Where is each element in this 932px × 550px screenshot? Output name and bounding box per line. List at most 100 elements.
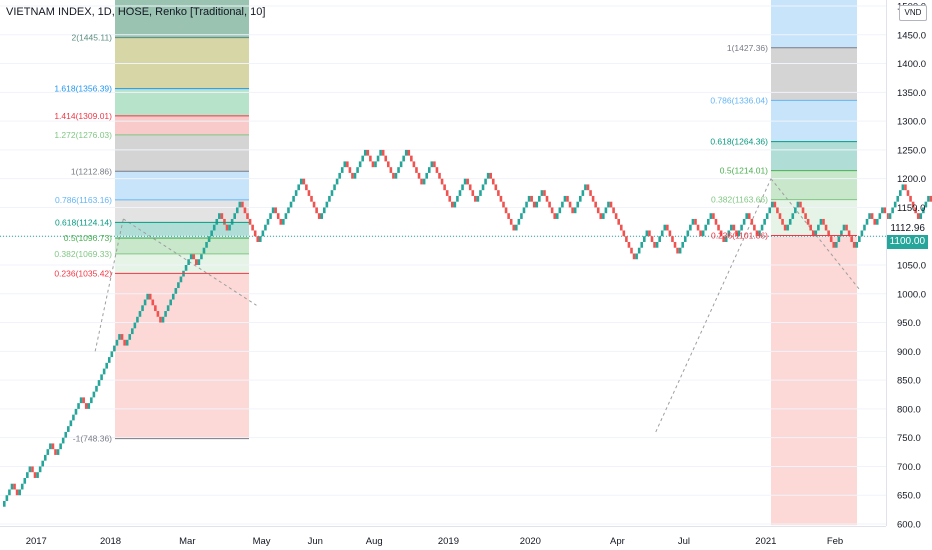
renko-brick-up xyxy=(18,489,21,496)
renko-brick-up xyxy=(100,374,103,381)
price-tick-label: 1400.0 xyxy=(897,59,926,70)
price-tick-label: 850.0 xyxy=(897,376,921,387)
currency-unit-badge[interactable]: VND xyxy=(899,5,927,21)
renko-brick-up xyxy=(855,241,859,248)
fib-left-zone xyxy=(115,273,249,439)
time-axis[interactable]: 2017 2018 Mar May Jun Aug 2019 2020 Apr Jul 2021 Fe… xyxy=(26,536,843,547)
renko-brick-down xyxy=(622,230,626,237)
renko-brick-up xyxy=(788,218,792,225)
fib-left-level-label: 0.236(1035.42) xyxy=(54,268,112,278)
renko-brick-up xyxy=(38,466,42,473)
renko-brick-up xyxy=(61,437,65,444)
renko-brick-up xyxy=(786,224,789,231)
renko-brick-down xyxy=(617,218,620,225)
renko-brick-up xyxy=(115,339,119,346)
renko-brick-down xyxy=(279,218,283,225)
renko-brick-up xyxy=(540,190,544,196)
renko-brick-up xyxy=(922,207,925,214)
renko-brick-down xyxy=(317,213,321,219)
renko-brick-down xyxy=(822,218,825,225)
renko-brick-up xyxy=(397,167,400,173)
renko-brick-down xyxy=(351,172,354,179)
renko-brick-up xyxy=(131,328,134,335)
renko-brick-down xyxy=(435,167,439,173)
renko-brick-down xyxy=(591,195,595,202)
renko-brick-down xyxy=(914,207,917,214)
renko-brick-up xyxy=(901,184,905,191)
renko-brick-up xyxy=(379,149,382,156)
renko-brick-down xyxy=(471,190,475,196)
renko-brick-up xyxy=(476,195,480,202)
renko-brick-up xyxy=(730,224,733,231)
renko-brick-up xyxy=(36,472,39,478)
renko-brick-down xyxy=(829,236,833,242)
renko-brick-down xyxy=(13,483,16,490)
renko-brick-up xyxy=(896,195,900,202)
renko-brick-up xyxy=(581,190,585,196)
renko-brick-down xyxy=(445,190,449,196)
renko-brick-up xyxy=(299,178,303,185)
renko-brick-up xyxy=(23,477,27,484)
renko-brick-up xyxy=(607,201,610,208)
renko-brick-down xyxy=(120,334,124,340)
renko-brick-up xyxy=(924,201,928,208)
fib-right-level-label: 0.786(1336.04) xyxy=(710,95,768,105)
renko-brick-up xyxy=(110,351,114,358)
fib-labels: 2(1445.11) 1.618(1356.39) 1.414(1309.01) 1.… xyxy=(54,33,857,444)
renko-brick-down xyxy=(809,224,812,231)
renko-brick-up xyxy=(763,218,766,225)
renko-brick-up xyxy=(74,408,78,415)
renko-brick-down xyxy=(346,161,349,168)
renko-brick-up xyxy=(358,161,362,168)
renko-brick-up xyxy=(189,253,193,260)
renko-brick-up xyxy=(187,259,190,265)
renko-brick-down xyxy=(241,201,244,208)
renko-brick-up xyxy=(205,241,208,248)
price-axis[interactable]: 600.0 650.0 700.0 750.0 800.0 850.0 900.0 950.0… xyxy=(897,2,926,531)
renko-brick-up xyxy=(138,311,142,317)
renko-brick-up xyxy=(678,247,682,254)
renko-brick-up xyxy=(269,213,272,219)
renko-brick-down xyxy=(256,236,260,242)
renko-brick-down xyxy=(776,207,779,214)
fib-left-level-label: 1.272(1276.03) xyxy=(54,130,112,140)
renko-brick-down xyxy=(773,201,777,208)
renko-brick-down xyxy=(586,184,590,191)
renko-brick-up xyxy=(535,201,539,208)
renko-brick-up xyxy=(95,385,98,392)
renko-brick-up xyxy=(527,195,531,202)
grid xyxy=(0,5,886,525)
renko-brick-up xyxy=(77,403,80,409)
renko-brick-up xyxy=(20,483,24,490)
renko-brick-down xyxy=(387,161,390,168)
renko-brick-down xyxy=(911,201,915,208)
price-tick-label: 700.0 xyxy=(897,462,921,473)
renko-brick-up xyxy=(49,443,52,450)
renko-brick-down xyxy=(417,172,421,179)
renko-brick-up xyxy=(266,218,270,225)
price-tick-label: 1300.0 xyxy=(897,117,926,128)
renko-brick-down xyxy=(543,190,546,196)
renko-brick-up xyxy=(212,224,216,231)
renko-brick-down xyxy=(732,224,736,231)
renko-brick-up xyxy=(169,299,172,306)
renko-brick-up xyxy=(891,207,894,214)
renko-brick-up xyxy=(484,178,487,185)
renko-brick-up xyxy=(79,397,83,404)
renko-brick-down xyxy=(474,195,477,202)
renko-brick-up xyxy=(394,172,398,179)
renko-brick-down xyxy=(246,213,249,219)
renko-brick-up xyxy=(92,391,96,398)
renko-brick-down xyxy=(415,167,418,173)
fib-left-level-label: 1(1212.86) xyxy=(71,166,112,176)
renko-brick-down xyxy=(504,207,508,214)
renko-brick-down xyxy=(51,443,55,450)
renko-brick-up xyxy=(238,201,242,208)
renko-brick-up xyxy=(323,207,326,214)
renko-brick-up xyxy=(72,414,75,421)
renko-brick-down xyxy=(243,207,247,214)
renko-brick-up xyxy=(343,161,347,168)
renko-brick-up xyxy=(860,230,864,237)
renko-brick-up xyxy=(64,431,68,438)
